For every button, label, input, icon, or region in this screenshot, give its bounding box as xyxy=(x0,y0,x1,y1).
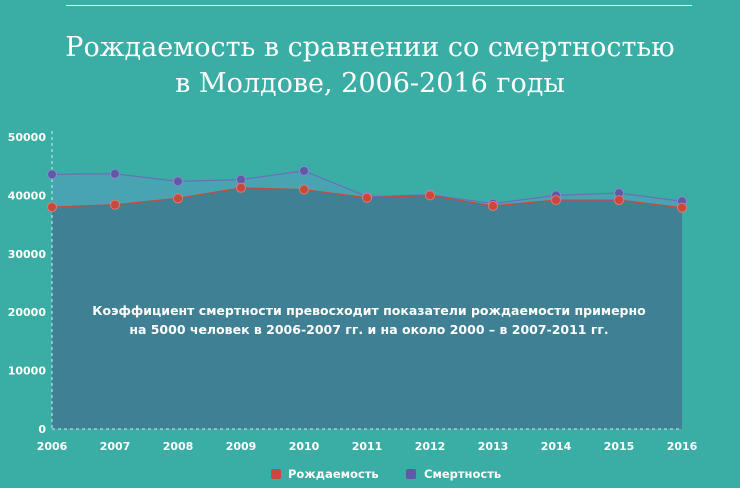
legend: Рождаемость Смертность xyxy=(271,467,501,481)
y-tick-label: 0 xyxy=(38,423,46,436)
x-tick-label: 2011 xyxy=(352,440,383,453)
point-rozhdaemost xyxy=(677,202,687,213)
x-tick-label: 2010 xyxy=(289,440,320,453)
point-rozhdaemost xyxy=(47,202,57,213)
y-tick-label: 20000 xyxy=(8,306,47,319)
annotation-line-1: Коэффициент смертности превосходит показ… xyxy=(92,303,646,318)
chart-title-line-1: Рождаемость в сравнении со смертностью xyxy=(65,32,675,63)
y-tick-label: 50000 xyxy=(8,131,47,144)
legend-swatch xyxy=(271,469,281,479)
x-tick-label: 2012 xyxy=(415,440,446,453)
point-rozhdaemost xyxy=(362,192,372,203)
chart-title: Рождаемость в сравнении со смертностью в… xyxy=(0,30,740,102)
x-tick-label: 2007 xyxy=(100,440,131,453)
x-tick-label: 2008 xyxy=(163,440,194,453)
point-smertnost xyxy=(236,174,246,185)
area-layer xyxy=(51,170,683,429)
top-divider xyxy=(66,5,692,6)
x-tick-label: 2014 xyxy=(541,440,572,453)
legend-label: Смертность xyxy=(424,467,501,481)
x-tick-label: 2013 xyxy=(478,440,509,453)
x-tick-label: 2009 xyxy=(226,440,257,453)
point-smertnost xyxy=(110,168,120,179)
annotation-line-2: на 5000 человек в 2006-2007 гг. и на око… xyxy=(129,322,608,337)
chart-title-line-2: в Молдове, 2006-2016 годы xyxy=(175,68,565,99)
x-tick-label: 2015 xyxy=(604,440,635,453)
point-rozhdaemost xyxy=(110,199,120,210)
y-tick-label: 10000 xyxy=(8,365,47,378)
legend-swatch xyxy=(406,469,416,479)
point-rozhdaemost xyxy=(173,193,183,204)
point-rozhdaemost xyxy=(236,182,246,193)
legend-item-smertnost: Смертность xyxy=(406,467,501,481)
legend-label: Рождаемость xyxy=(288,467,379,481)
area-rozhdaemost xyxy=(52,187,682,429)
axes-layer: 0 10000 20000 30000 40000 50000 2006 2007 2008 20… xyxy=(8,131,698,453)
x-tick-label: 2016 xyxy=(667,440,698,453)
point-rozhdaemost xyxy=(551,195,561,206)
annotation: Коэффициент смертности превосходит показ… xyxy=(92,303,646,337)
point-rozhdaemost xyxy=(299,184,309,195)
point-rozhdaemost xyxy=(425,190,435,201)
y-tick-label: 40000 xyxy=(8,189,47,202)
point-smertnost xyxy=(299,165,309,176)
point-smertnost xyxy=(173,176,183,187)
point-rozhdaemost xyxy=(488,200,498,211)
points-layer xyxy=(47,165,687,213)
y-tick-label: 30000 xyxy=(8,248,47,261)
point-smertnost xyxy=(47,169,57,180)
legend-item-rozhdaemost: Рождаемость xyxy=(271,467,379,481)
x-tick-label: 2006 xyxy=(37,440,68,453)
point-rozhdaemost xyxy=(614,195,624,206)
